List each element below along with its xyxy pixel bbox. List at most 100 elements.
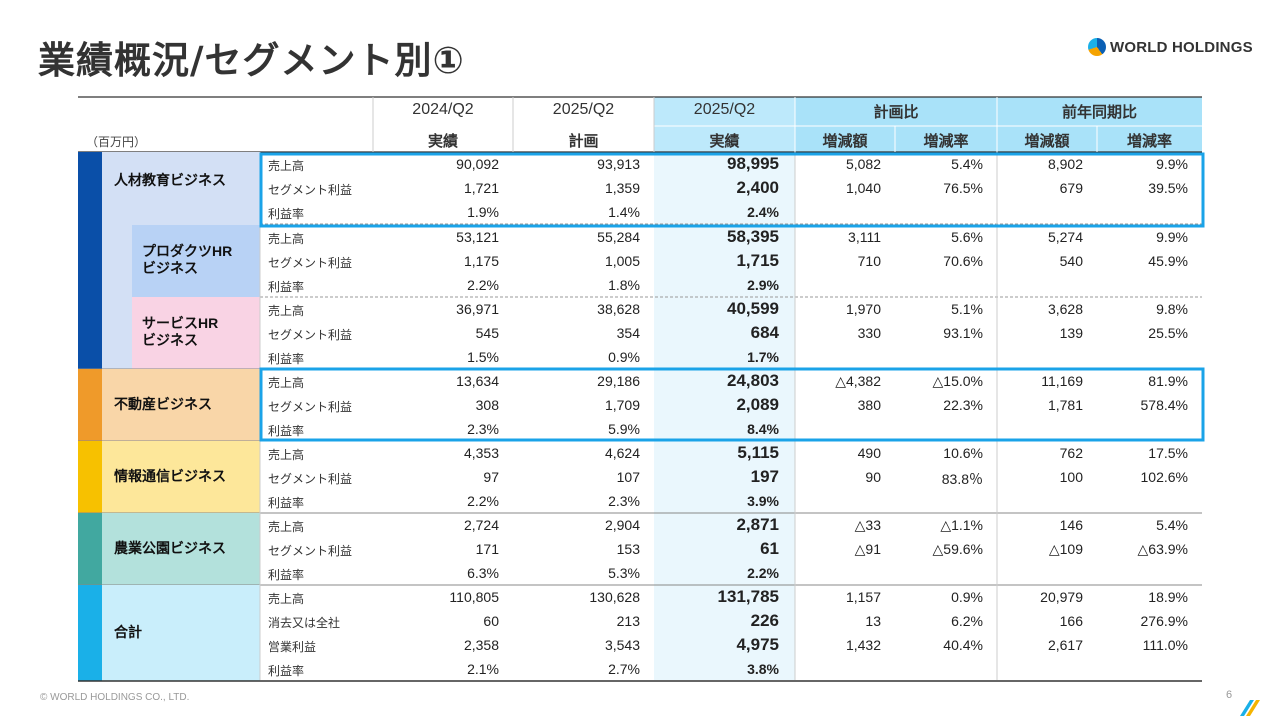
value-plan: 1,005 <box>604 253 640 269</box>
segment-name-2: サービスHR ビジネス <box>142 315 219 348</box>
value-plan-rate: 83.8％ <box>941 471 983 487</box>
value-yoy-rate: 9.9% <box>1156 156 1188 172</box>
value-actual: 2,089 <box>736 395 779 414</box>
header-yoy-diff-rate: 増減率 <box>1126 133 1172 150</box>
value-plan-rate: 70.6% <box>943 253 983 269</box>
value-actual: 3.8% <box>747 661 779 677</box>
segment-bar-6 <box>78 585 102 681</box>
value-plan: 3,543 <box>604 637 640 653</box>
value-yoy-diff: 679 <box>1059 180 1083 196</box>
highlight-hr-box <box>259 152 1205 228</box>
segment-name-bg-0 <box>102 152 260 225</box>
value-plan-diff: △4,382 <box>835 373 881 389</box>
value-plan-diff: 380 <box>857 397 881 413</box>
value-2024: 2.2% <box>467 277 499 293</box>
value-yoy-rate: 9.9% <box>1156 229 1188 245</box>
value-plan-rate: 76.5% <box>943 180 983 196</box>
value-plan: 2,904 <box>604 517 640 533</box>
value-yoy-diff: 1,781 <box>1047 397 1083 413</box>
value-actual: 2.2% <box>747 565 779 581</box>
row-label: 利益率 <box>268 568 305 582</box>
row-label: セグメント利益 <box>268 183 353 197</box>
logo-text: WORLD HOLDINGS <box>1110 38 1253 56</box>
value-actual: 197 <box>750 467 779 486</box>
value-yoy-rate: 276.9% <box>1140 613 1188 629</box>
value-plan-rate: 5.6% <box>951 229 983 245</box>
row-label: 利益率 <box>268 664 305 678</box>
value-plan: 1.4% <box>608 204 640 220</box>
value-plan-rate: 40.4% <box>943 637 983 653</box>
value-plan-diff: 1,157 <box>845 589 881 605</box>
value-actual: 131,785 <box>717 587 779 606</box>
header-actual-2024: 実績 <box>427 133 458 150</box>
header-plan: 計画 <box>568 133 599 150</box>
value-yoy-diff: 146 <box>1059 517 1083 533</box>
header-comparison-bg <box>795 97 1202 152</box>
value-2024: 2,358 <box>463 637 499 653</box>
value-yoy-diff: 139 <box>1059 325 1083 341</box>
value-plan-rate: 22.3% <box>943 397 983 413</box>
value-yoy-rate: △63.9% <box>1137 541 1188 557</box>
value-2024: 6.3% <box>467 565 499 581</box>
value-actual: 684 <box>750 323 779 342</box>
value-plan-diff: 490 <box>857 445 881 461</box>
value-plan: 2.7% <box>608 661 640 677</box>
segment-name-bg-6 <box>102 585 260 681</box>
segment-name-bg-4 <box>102 441 260 513</box>
value-2024: 53,121 <box>456 229 499 245</box>
value-yoy-rate: 81.9% <box>1148 373 1188 389</box>
segment-name-5: 農業公園ビジネス <box>114 539 226 556</box>
value-actual: 2.4% <box>747 204 779 220</box>
value-2024: 1,175 <box>463 253 499 269</box>
value-yoy-diff: 20,979 <box>1040 589 1083 605</box>
value-plan: 5.3% <box>608 565 640 581</box>
value-yoy-diff: 540 <box>1059 253 1083 269</box>
value-plan-rate: △59.6% <box>932 541 983 557</box>
header-plan-ratio: 計画比 <box>873 104 919 121</box>
value-actual: 3.9% <box>747 493 779 509</box>
row-label: 利益率 <box>268 207 305 221</box>
header-2024q2: 2024/Q2 <box>412 101 474 118</box>
value-plan-diff: 90 <box>865 469 881 485</box>
value-plan: 213 <box>616 613 640 629</box>
value-2024: 110,805 <box>449 589 499 605</box>
value-yoy-rate: 18.9% <box>1148 589 1188 605</box>
value-plan: 29,186 <box>597 373 640 389</box>
value-2024: 1,721 <box>463 180 499 196</box>
value-yoy-rate: 45.9% <box>1148 253 1188 269</box>
value-yoy-diff: 8,902 <box>1047 156 1083 172</box>
segment-name-bg-1 <box>132 225 260 297</box>
value-plan-rate: 10.6% <box>943 445 983 461</box>
value-plan-rate: △15.0% <box>932 373 983 389</box>
value-2024: 1.5% <box>467 349 499 365</box>
value-plan-rate: 5.4% <box>951 156 983 172</box>
value-2024: 2.1% <box>467 661 499 677</box>
logo-mark-icon <box>1088 38 1106 56</box>
row-label: 売上高 <box>268 304 305 318</box>
value-2024: 2.2% <box>467 493 499 509</box>
value-plan-rate: 5.1% <box>951 301 983 317</box>
value-yoy-diff: 11,169 <box>1041 373 1083 389</box>
value-actual: 58,395 <box>727 227 779 246</box>
value-plan: 153 <box>616 541 640 557</box>
segment-name-bg-3 <box>102 369 260 441</box>
row-label: 売上高 <box>268 520 305 534</box>
value-yoy-rate: 17.5% <box>1148 445 1188 461</box>
value-plan: 5.9% <box>608 421 640 437</box>
row-label: セグメント利益 <box>268 472 353 486</box>
value-yoy-rate: 25.5% <box>1148 325 1188 341</box>
row-label: 利益率 <box>268 280 305 294</box>
row-label: 売上高 <box>268 232 305 246</box>
value-2024: 13,634 <box>456 373 499 389</box>
copyright: © WORLD HOLDINGS CO., LTD. <box>40 692 190 703</box>
value-plan: 107 <box>616 469 640 485</box>
header-actual-2025: 実績 <box>709 133 740 150</box>
value-2024: 97 <box>483 469 499 485</box>
value-plan: 354 <box>616 325 640 341</box>
page-number: 6 <box>1226 689 1233 701</box>
header-plan-diff-amount: 増減額 <box>822 133 868 150</box>
value-plan: 38,628 <box>597 301 640 317</box>
segment-name-bg-5 <box>102 513 260 585</box>
value-2024: 4,353 <box>463 445 499 461</box>
